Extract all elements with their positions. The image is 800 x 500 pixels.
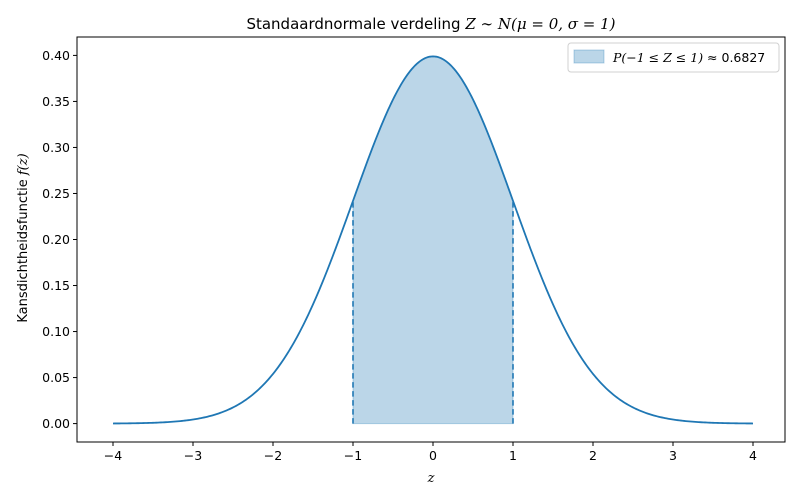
y-tick-label: 0.25 <box>42 186 70 201</box>
y-tick-label: 0.35 <box>42 94 70 109</box>
y-tick-label: 0.30 <box>42 140 70 155</box>
x-tick-label: 2 <box>589 448 597 463</box>
x-tick-label: 1 <box>509 448 517 463</box>
x-tick-label: 3 <box>669 448 677 463</box>
x-tick-label: −2 <box>264 448 282 463</box>
ticks-layer: −4 −3 −2 −1 0 1 2 3 4 0.00 0.05 0.10 0.15 0.20 0.25 0.3… <box>42 48 757 463</box>
y-axis-label: Kansdichtheidsfunctie f(z) <box>16 153 31 322</box>
y-tick-label: 0.00 <box>42 416 70 431</box>
x-tick-label: 0 <box>429 448 437 463</box>
chart-title: Standaardnormale verdeling Z ∼ N(μ = 0, … <box>246 15 615 33</box>
x-tick-label: −3 <box>184 448 202 463</box>
y-tick-label: 0.05 <box>42 370 70 385</box>
density-curve <box>112 55 754 425</box>
legend: P(−1 ≤ Z ≤ 1) ≈ 0.6827 <box>567 42 780 73</box>
y-tick-label: 0.40 <box>42 48 70 63</box>
legend-swatch <box>573 49 605 64</box>
axes-frame <box>76 36 786 443</box>
y-tick-label: 0.20 <box>42 232 70 247</box>
x-axis-label: z <box>427 471 435 486</box>
legend-entry-label: P(−1 ≤ Z ≤ 1) ≈ 0.6827 <box>612 50 765 65</box>
legend-box <box>567 42 780 73</box>
shaded-area-layer <box>352 55 514 425</box>
curve-layer <box>112 55 754 425</box>
x-tick-label: −4 <box>104 448 122 463</box>
y-tick-label: 0.10 <box>42 324 70 339</box>
x-tick-label: 4 <box>749 448 757 463</box>
y-tick-label: 0.15 <box>42 278 70 293</box>
x-tick-label: −1 <box>344 448 362 463</box>
shaded-probability-region <box>352 55 514 425</box>
